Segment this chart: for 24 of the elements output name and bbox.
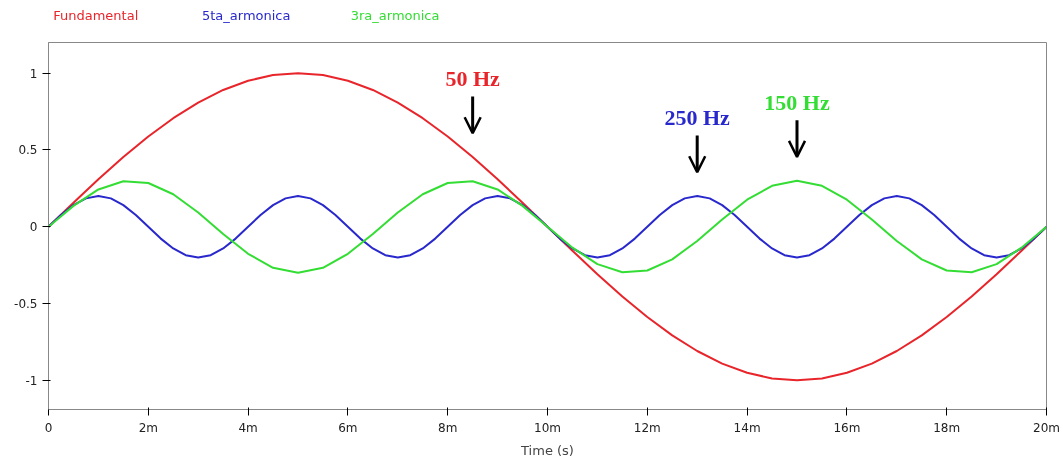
x-tick-label: 4m [238,420,258,435]
y-tick-label: 1 [29,66,38,81]
x-tick-label: 20m [1033,420,1060,435]
text: 3ra_armonica [350,7,440,23]
x-tick-label: 12m [633,420,661,435]
y-tick-label: -1 [25,373,38,388]
x-tick-label: 14m [733,420,761,435]
annotation: 50 Hz [445,65,501,91]
x-tick-label: 0 [44,420,53,435]
text: 5ta_armonica [201,7,291,23]
annotation: 150 Hz [764,89,830,115]
x-tick-label: 6m [338,420,358,435]
annotation: 250 Hz [664,105,731,130]
line-series [48,179,1047,274]
y-tick-label: 0 [29,220,38,235]
x-tick-label: 8m [438,420,458,435]
x-tick-label: 2m [138,420,158,435]
x-tick-label: 18m [933,420,961,435]
text: Fundamental [53,7,139,23]
x-tick-label: 16m [833,420,861,435]
x-tick-label: 10m [534,420,561,435]
y-tick-label: 0.5 [18,143,38,158]
x-axis-title: Time (s) [520,442,574,458]
y-tick-label: -0.5 [14,297,38,312]
